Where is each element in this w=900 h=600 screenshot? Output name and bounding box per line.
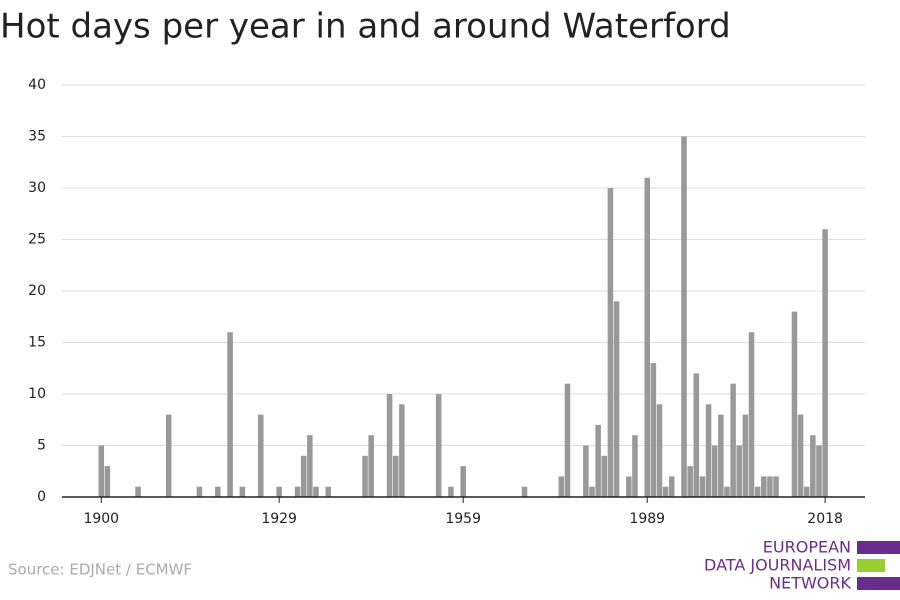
bar <box>687 466 693 497</box>
y-tick-label: 30 <box>28 180 46 196</box>
bar <box>816 445 822 497</box>
bar <box>656 404 663 497</box>
y-tick-label: 5 <box>37 438 46 454</box>
bar <box>711 445 718 497</box>
bar <box>257 414 264 497</box>
bar <box>362 455 368 497</box>
bar <box>607 188 614 497</box>
bar <box>773 476 779 497</box>
bar <box>767 476 773 497</box>
bar <box>521 486 528 497</box>
bar <box>693 373 700 497</box>
bar <box>313 486 319 497</box>
bar <box>368 435 374 497</box>
bar <box>294 486 301 497</box>
bar <box>564 383 571 497</box>
y-tick-label: 25 <box>28 232 46 248</box>
bar <box>307 435 313 497</box>
bar <box>196 486 203 497</box>
bar <box>392 455 399 497</box>
y-tick-label: 20 <box>28 283 46 299</box>
chart-title: Hot days per year in and around Waterfor… <box>0 7 731 47</box>
source: Source: EDJNet / ECMWF <box>8 561 192 579</box>
bar <box>435 394 442 497</box>
bar <box>730 383 736 497</box>
bar <box>135 486 141 497</box>
bar <box>662 486 669 497</box>
logo-bar <box>857 541 900 554</box>
bar <box>460 466 466 497</box>
bar <box>104 466 111 497</box>
bar <box>748 332 755 497</box>
bar <box>448 486 454 497</box>
y-tick-label: 15 <box>28 335 46 351</box>
logo-text: EUROPEAN <box>763 538 851 557</box>
bar <box>632 435 638 497</box>
bar <box>803 486 810 497</box>
bar <box>724 486 730 497</box>
bar <box>300 455 307 497</box>
logo: EUROPEAN DATA JOURNALISM NETWORK <box>704 538 900 593</box>
bar <box>613 301 620 497</box>
bar <box>718 414 724 497</box>
bar <box>681 136 687 497</box>
bar <box>754 486 761 497</box>
x-tick-label: 1900 <box>83 511 119 527</box>
bar <box>595 424 601 497</box>
bar <box>650 363 657 497</box>
x-tick-label: 1959 <box>445 511 481 527</box>
bar <box>98 445 105 497</box>
bar <box>558 476 565 497</box>
bar <box>601 455 608 497</box>
bar <box>699 476 706 497</box>
logo-bar <box>857 577 900 590</box>
bar <box>165 414 172 497</box>
bar <box>705 404 712 497</box>
y-tick-label: 0 <box>37 489 46 505</box>
logo-text: NETWORK <box>769 574 851 593</box>
bar <box>822 229 828 497</box>
bar <box>669 476 675 497</box>
y-tick-label: 40 <box>28 77 46 93</box>
bar <box>325 486 331 497</box>
bar <box>626 476 632 497</box>
bar <box>644 177 650 497</box>
y-tick-label: 10 <box>28 386 46 402</box>
bar <box>583 445 589 497</box>
x-tick-label: 1989 <box>629 511 665 527</box>
bar <box>761 476 767 497</box>
bar <box>791 311 798 497</box>
bar <box>215 486 221 497</box>
bar <box>736 445 743 497</box>
bar <box>589 486 595 497</box>
logo-bar <box>857 559 885 572</box>
y-tick-label: 35 <box>28 129 46 145</box>
bar <box>239 486 246 497</box>
bar <box>386 394 393 497</box>
bar <box>276 486 282 497</box>
bar <box>810 435 816 497</box>
x-tick-label: 1929 <box>261 511 297 527</box>
bar <box>227 332 233 497</box>
x-tick-label: 2018 <box>807 511 843 527</box>
bar <box>797 414 804 497</box>
logo-text: DATA JOURNALISM <box>704 556 851 575</box>
bar <box>399 404 405 497</box>
bar <box>742 414 749 497</box>
